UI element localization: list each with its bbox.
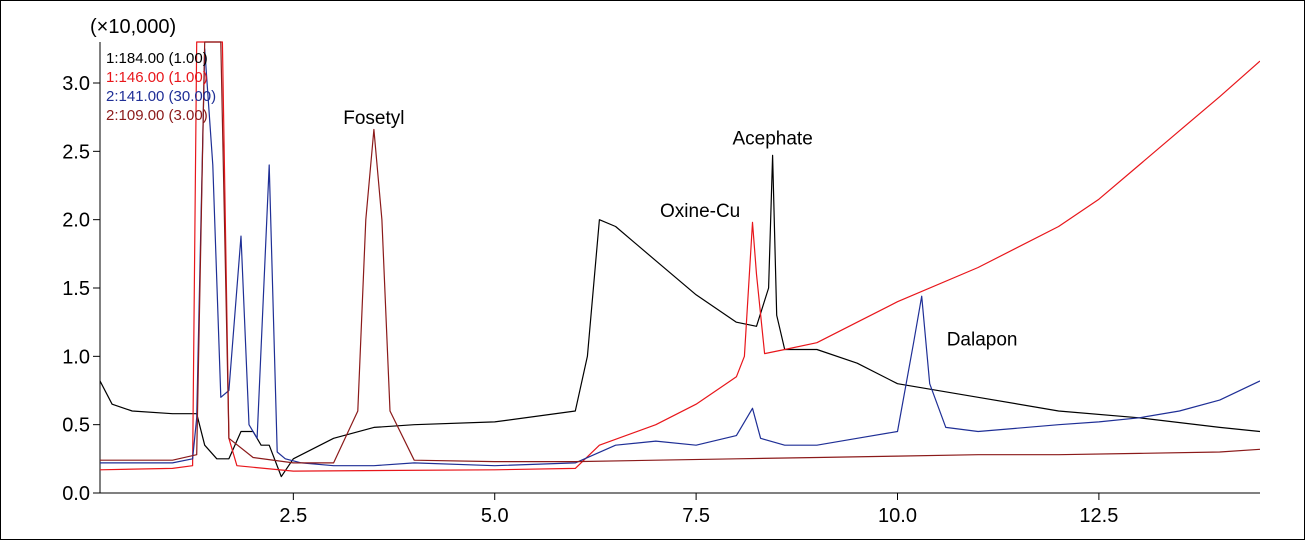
legend-entry: 1:146.00 (1.00) xyxy=(106,69,208,86)
plot-area: 0.0 0.5 1.0 1.5 2.0 2.5 3.0 2.5 5.0 7.5 10.0 12.5 1:… xyxy=(62,41,1260,527)
series-line xyxy=(100,48,1260,467)
x-tick-label: 10.0 xyxy=(878,505,917,527)
x-tick-label: 2.5 xyxy=(279,505,307,527)
y-tick-label: 2.0 xyxy=(62,210,90,232)
y-tick-label: 1.5 xyxy=(62,278,90,300)
y-tick-label: 2.5 xyxy=(62,141,90,163)
legend-entry: 2:141.00 (30.00) xyxy=(106,88,216,105)
y-tick-label: 0.0 xyxy=(62,483,90,505)
legend-entry: 1:184.00 (1.00) xyxy=(106,50,208,67)
peak-label: Dalapon xyxy=(947,329,1018,350)
x-tick-label: 5.0 xyxy=(481,505,509,527)
multiplier-label: (×10,000) xyxy=(90,16,176,38)
series-line xyxy=(100,41,1260,464)
y-tick-label: 1.0 xyxy=(62,346,90,368)
x-tick-label: 12.5 xyxy=(1079,505,1118,527)
legend-entry: 2:109.00 (3.00) xyxy=(106,107,208,124)
peak-label: Fosetyl xyxy=(343,108,404,129)
series-line xyxy=(100,154,1260,478)
peak-label: Acephate xyxy=(732,129,812,150)
peak-label: Oxine-Cu xyxy=(660,201,740,222)
y-tick-label: 3.0 xyxy=(62,73,90,95)
y-tick-label: 0.5 xyxy=(62,415,90,437)
x-tick-label: 7.5 xyxy=(682,505,710,527)
series-group xyxy=(100,41,1260,478)
